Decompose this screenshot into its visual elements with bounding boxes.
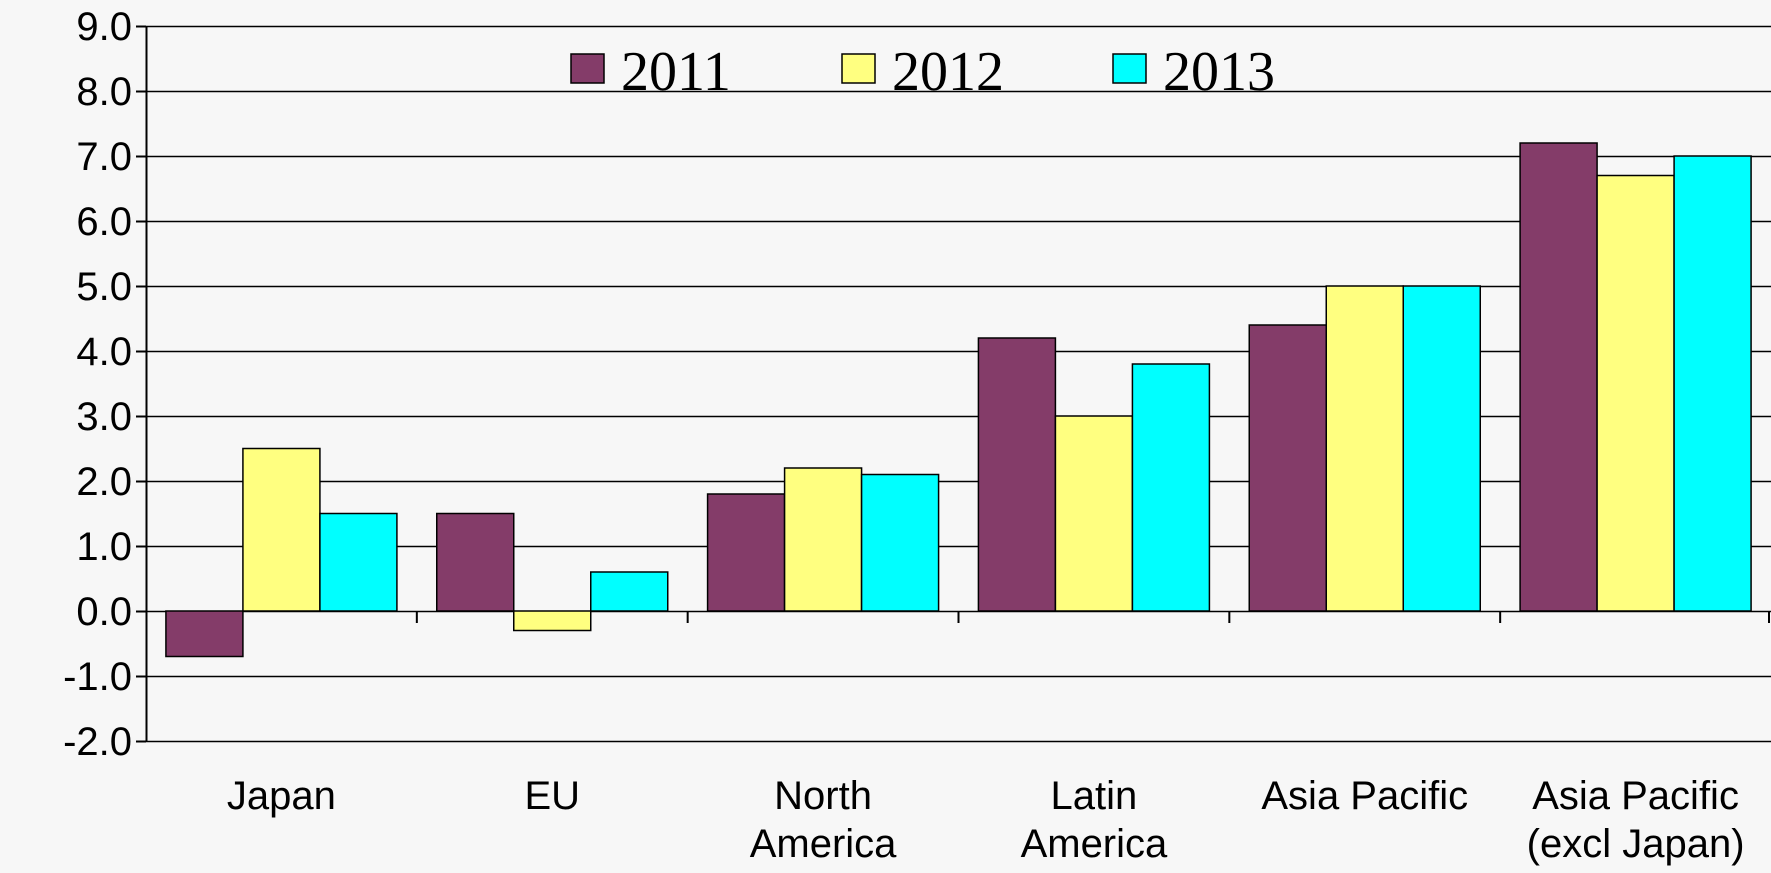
- bar-2013-5: [1673, 155, 1752, 612]
- category-label: North: [774, 774, 872, 818]
- legend: 2011 2012 2013: [570, 41, 1275, 103]
- bar-2012-5: [1596, 174, 1675, 612]
- bar-2012-0: [242, 447, 321, 612]
- y-tick-label: 3.0: [76, 395, 132, 439]
- y-tick-label: 0.0: [76, 590, 132, 634]
- bar-2013-2: [860, 473, 940, 612]
- y-tick-label: 5.0: [76, 265, 132, 309]
- axes: [136, 25, 1770, 743]
- bar-2011-4: [1248, 324, 1327, 612]
- y-tick-label: 9.0: [76, 5, 132, 49]
- category-label: America: [750, 822, 897, 866]
- legend-swatch-2013: [1112, 53, 1147, 84]
- bar-2011-1: [436, 512, 515, 612]
- y-tick-label: -1.0: [63, 655, 132, 699]
- bar-2011-5: [1519, 142, 1598, 612]
- legend-swatch-2012: [841, 53, 876, 84]
- bar-2012-4: [1325, 285, 1404, 612]
- category-label: Asia Pacific: [1261, 774, 1468, 818]
- bar-2011-2: [706, 493, 786, 612]
- category-label: EU: [524, 774, 580, 818]
- category-label: Latin: [1051, 774, 1138, 818]
- bar-2011-0: [165, 610, 244, 658]
- y-tick-labels: 9.0 8.0 7.0 6.0 5.0 4.0 3.0 2.0 1.0 0.0 -1.0 -2.0: [63, 5, 132, 764]
- bars: [165, 142, 1752, 658]
- legend-swatch-2011: [570, 53, 605, 84]
- legend-label-2011: 2011: [621, 41, 731, 103]
- bar-2013-0: [319, 512, 398, 612]
- legend-label-2013: 2013: [1163, 41, 1275, 103]
- y-tick-label: 4.0: [76, 330, 132, 374]
- y-tick-label: -2.0: [63, 720, 132, 764]
- bar-2013-1: [590, 571, 669, 612]
- legend-label-2012: 2012: [892, 41, 1004, 103]
- category-label: America: [1021, 822, 1168, 866]
- bar-2013-3: [1131, 363, 1211, 612]
- category-label: Japan: [227, 774, 336, 818]
- bar-2012-2: [783, 467, 863, 612]
- bar-2012-1: [513, 610, 592, 632]
- category-label: (excl Japan): [1527, 822, 1745, 866]
- bar-2013-4: [1402, 285, 1481, 612]
- y-tick-label: 7.0: [76, 135, 132, 179]
- bar-2012-3: [1054, 415, 1134, 612]
- category-label: Asia Pacific: [1532, 774, 1739, 818]
- bar-2011-3: [977, 337, 1057, 612]
- y-tick-label: 1.0: [76, 525, 132, 569]
- y-tick-label: 6.0: [76, 200, 132, 244]
- y-tick-label: 8.0: [76, 70, 132, 114]
- y-tick-label: 2.0: [76, 460, 132, 504]
